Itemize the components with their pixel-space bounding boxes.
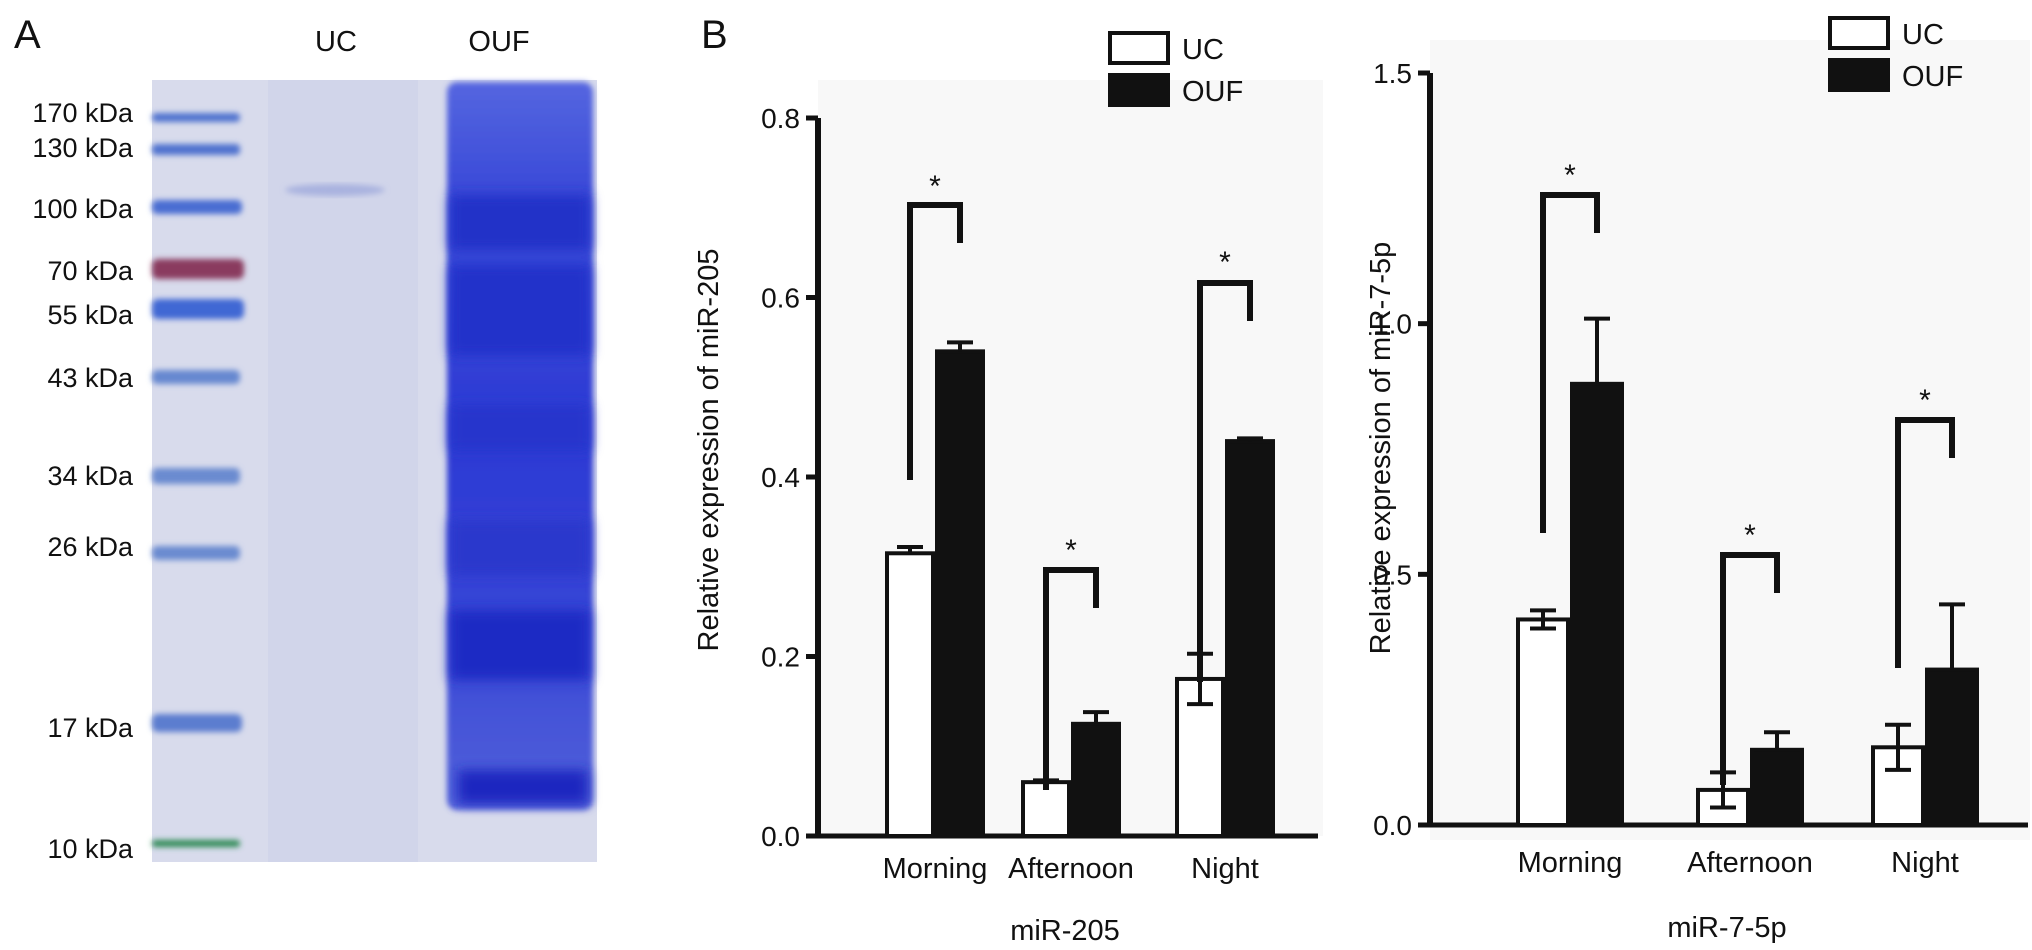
- significance-asterisk: *: [929, 170, 941, 203]
- y-tick-label: 0.5: [1373, 559, 1412, 590]
- marker-label: 17 kDa: [47, 713, 134, 743]
- bar-uc: [1021, 780, 1071, 839]
- significance-bracket: [1720, 552, 1780, 785]
- y-tick-label: 0.4: [761, 462, 800, 493]
- significance-bracket: [1197, 280, 1253, 682]
- significance-asterisk: *: [1065, 534, 1077, 567]
- y-tick-label: 0.6: [761, 283, 800, 314]
- y-tick-label: 0.8: [761, 103, 800, 134]
- bar-uc: [1516, 617, 1570, 827]
- marker-label: 55 kDa: [47, 300, 134, 330]
- x-tick-label: Morning: [883, 853, 988, 885]
- legend-label: OUF: [1902, 61, 1963, 93]
- bar-ouf: [1071, 721, 1121, 838]
- y-tick-label: 0.0: [1373, 810, 1412, 841]
- ouf-dense-bands: [450, 195, 590, 804]
- significance-bracket: [1895, 417, 1955, 668]
- significance-asterisk: *: [1564, 159, 1576, 192]
- bar-uc: [1871, 745, 1925, 827]
- y-axis-label: Relative expression of miR-205: [693, 249, 725, 652]
- panel-a-label: A: [14, 13, 41, 57]
- lane-label-uc: UC: [315, 26, 357, 58]
- gel-image: 170 kDa 130 kDa 100 kDa 70 kDa 55 kDa 43…: [32, 26, 597, 864]
- legend-label: UC: [1902, 19, 1944, 51]
- y-tick-label: 0.2: [761, 642, 800, 673]
- marker-label: 10 kDa: [47, 834, 134, 864]
- x-tick-label: Night: [1191, 853, 1259, 885]
- legend-swatch-uc: [1108, 31, 1170, 65]
- panel-b-label: B: [701, 13, 728, 57]
- marker-label: 100 kDa: [32, 194, 134, 224]
- legend-label: OUF: [1182, 76, 1243, 108]
- uc-lane: [268, 80, 418, 862]
- x-tick-label: Afternoon: [1008, 853, 1134, 885]
- x-tick-label: Night: [1891, 847, 1959, 879]
- y-axis-label: Relative expression of miR-7-5p: [1365, 242, 1397, 655]
- bar-ouf: [935, 349, 985, 838]
- chart-mir-7-5p: 0.0 0.5 1.0 1.5 Relative expression of miR-7…: [1365, 16, 2030, 944]
- ladder-bands: [152, 113, 244, 847]
- bar-ouf: [1925, 667, 1979, 827]
- y-tick-label: 1.5: [1373, 58, 1412, 89]
- marker-label: 130 kDa: [32, 133, 134, 163]
- significance-asterisk: *: [1744, 519, 1756, 552]
- bar-ouf: [1570, 381, 1624, 827]
- y-tick-label: 1.0: [1373, 309, 1412, 340]
- significance-asterisk: *: [1219, 246, 1231, 279]
- legend-swatch-uc: [1828, 16, 1890, 50]
- marker-label: 26 kDa: [47, 532, 134, 562]
- lane-label-ouf: OUF: [468, 26, 529, 58]
- bar-uc: [885, 551, 935, 838]
- legend-swatch-ouf: [1108, 73, 1170, 107]
- x-tick-label: Morning: [1518, 847, 1623, 879]
- chart-mir-205: 0.0 0.2 0.4 0.6 0.8 Relative expression of mi…: [693, 31, 1323, 947]
- uc-faint-band: [285, 184, 385, 196]
- bar-ouf: [1750, 747, 1804, 827]
- x-tick-label: Afternoon: [1687, 847, 1813, 879]
- x-axis-label: miR-205: [1010, 915, 1120, 947]
- bar-ouf: [1225, 439, 1275, 838]
- significance-bracket: [907, 202, 963, 480]
- x-axis-label: miR-7-5p: [1667, 912, 1786, 944]
- significance-asterisk: *: [1919, 384, 1931, 417]
- significance-bracket: [1043, 567, 1099, 790]
- y-tick-label: 0.0: [761, 821, 800, 852]
- marker-labels: 170 kDa 130 kDa 100 kDa 70 kDa 55 kDa 43…: [32, 98, 134, 864]
- marker-label: 34 kDa: [47, 461, 134, 491]
- significance-bracket: [1540, 192, 1600, 533]
- legend-label: UC: [1182, 34, 1224, 66]
- marker-label: 170 kDa: [32, 98, 134, 128]
- marker-label: 70 kDa: [47, 256, 134, 286]
- legend-swatch-ouf: [1828, 58, 1890, 92]
- marker-label: 43 kDa: [47, 363, 134, 393]
